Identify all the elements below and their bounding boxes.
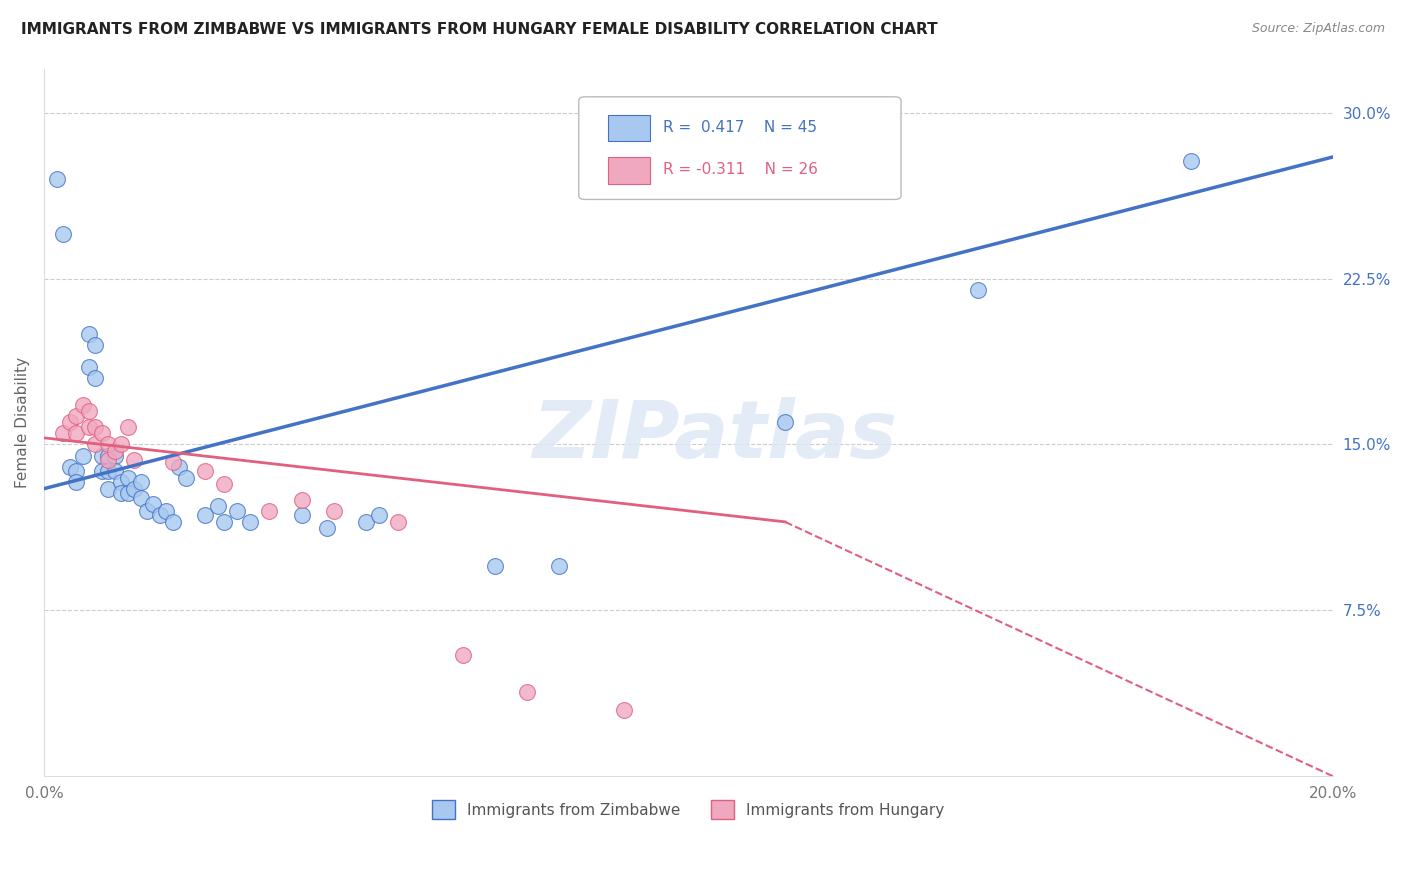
Text: Source: ZipAtlas.com: Source: ZipAtlas.com	[1251, 22, 1385, 36]
Point	[59, 459, 82, 474]
Point	[65, 426, 87, 441]
Point	[167, 459, 190, 474]
Point	[90, 426, 112, 441]
Point	[110, 486, 132, 500]
Point	[322, 504, 344, 518]
Point	[226, 504, 249, 518]
Point	[548, 559, 571, 574]
Point	[97, 449, 120, 463]
Point	[59, 415, 82, 429]
Point	[773, 415, 796, 429]
Point	[162, 515, 184, 529]
Point	[214, 477, 236, 491]
Text: ZIPatlas: ZIPatlas	[531, 398, 897, 475]
Point	[122, 482, 145, 496]
Point	[77, 360, 100, 375]
Point	[516, 685, 538, 699]
Point	[484, 559, 506, 574]
Point	[239, 515, 262, 529]
Point	[65, 464, 87, 478]
Point	[1180, 154, 1202, 169]
Bar	[609, 157, 650, 184]
Point	[174, 470, 197, 484]
Point	[90, 464, 112, 478]
Text: IMMIGRANTS FROM ZIMBABWE VS IMMIGRANTS FROM HUNGARY FEMALE DISABILITY CORRELATIO: IMMIGRANTS FROM ZIMBABWE VS IMMIGRANTS F…	[21, 22, 938, 37]
Point	[84, 371, 107, 385]
Point	[142, 497, 165, 511]
Point	[316, 521, 339, 535]
Bar	[609, 114, 650, 142]
Point	[291, 492, 314, 507]
Point	[110, 437, 132, 451]
Point	[97, 464, 120, 478]
Point	[214, 515, 236, 529]
Point	[613, 703, 636, 717]
Point	[155, 504, 177, 518]
Point	[84, 437, 107, 451]
Point	[65, 409, 87, 423]
Point	[259, 504, 281, 518]
FancyBboxPatch shape	[579, 97, 901, 200]
Point	[122, 453, 145, 467]
Text: R = -0.311    N = 26: R = -0.311 N = 26	[662, 162, 817, 178]
Point	[104, 444, 127, 458]
Point	[149, 508, 172, 523]
Point	[129, 491, 152, 505]
Text: R =  0.417    N = 45: R = 0.417 N = 45	[662, 120, 817, 135]
Point	[65, 475, 87, 489]
Point	[451, 648, 474, 662]
Point	[291, 508, 314, 523]
Point	[45, 172, 67, 186]
Point	[136, 504, 159, 518]
Point	[110, 475, 132, 489]
Point	[207, 500, 229, 514]
Point	[104, 449, 127, 463]
Point	[84, 338, 107, 352]
Point	[117, 419, 139, 434]
Point	[117, 470, 139, 484]
Point	[354, 515, 377, 529]
Point	[77, 404, 100, 418]
Legend: Immigrants from Zimbabwe, Immigrants from Hungary: Immigrants from Zimbabwe, Immigrants fro…	[426, 794, 950, 825]
Point	[194, 508, 217, 523]
Point	[77, 419, 100, 434]
Point	[967, 283, 990, 297]
Point	[52, 426, 75, 441]
Point	[77, 326, 100, 341]
Point	[52, 227, 75, 242]
Point	[104, 464, 127, 478]
Point	[97, 482, 120, 496]
Point	[97, 453, 120, 467]
Point	[194, 464, 217, 478]
Point	[387, 515, 409, 529]
Point	[72, 398, 94, 412]
Point	[368, 508, 391, 523]
Point	[72, 449, 94, 463]
Point	[90, 449, 112, 463]
Point	[117, 486, 139, 500]
Point	[97, 437, 120, 451]
Point	[129, 475, 152, 489]
Point	[84, 419, 107, 434]
Y-axis label: Female Disability: Female Disability	[15, 357, 30, 488]
Point	[162, 455, 184, 469]
